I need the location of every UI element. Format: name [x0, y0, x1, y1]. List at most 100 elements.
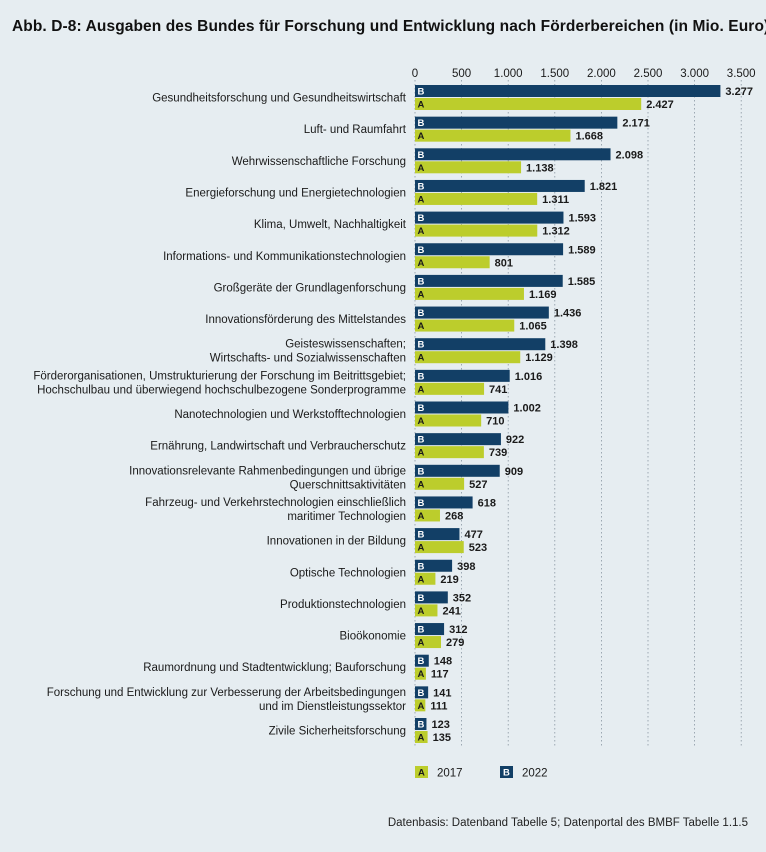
data-label: 1.312 — [542, 226, 570, 238]
category-label: maritimer Technologien — [287, 511, 406, 523]
series-badge: B — [418, 213, 425, 224]
category-label: Forschung und Entwicklung zur Verbesseru… — [47, 687, 406, 699]
x-tick-label: 1.500 — [540, 68, 569, 80]
data-label: 739 — [489, 447, 507, 459]
category-label: Zivile Sicherheitsforschung — [269, 726, 406, 738]
series-badge: B — [418, 530, 425, 541]
bar-2022 — [415, 623, 445, 636]
bar-2017 — [415, 351, 521, 364]
series-badge: B — [418, 720, 425, 731]
bar-2022 — [415, 243, 564, 256]
chart-title: Abb. D-8: Ausgaben des Bundes für Forsch… — [12, 18, 766, 35]
data-label: 1.311 — [542, 194, 569, 206]
series-badge: A — [418, 100, 425, 111]
bar-2017 — [415, 287, 524, 300]
data-label: 279 — [446, 637, 464, 649]
series-badge: A — [418, 638, 425, 649]
series-badge: B — [418, 403, 425, 414]
series-badge: B — [418, 181, 425, 192]
data-label: 523 — [469, 542, 487, 554]
series-badge: A — [418, 606, 425, 617]
series-badge: A — [418, 543, 425, 554]
x-tick-label: 2.000 — [587, 68, 616, 80]
series-badge: B — [418, 498, 425, 509]
series-badge: A — [418, 669, 425, 680]
data-label: 1.398 — [550, 339, 578, 351]
source-note: Datenbasis: Datenband Tabelle 5; Datenpo… — [387, 817, 748, 829]
data-label: 1.585 — [568, 276, 596, 288]
category-label: Geisteswissenschaften; — [285, 339, 406, 351]
data-label: 3.277 — [725, 86, 753, 98]
bar-2022 — [415, 116, 618, 129]
bar-2022 — [415, 496, 473, 509]
category-label: Produktionstechnologien — [280, 599, 406, 611]
legend-badge: A — [418, 768, 425, 779]
category-label: Wehrwissenschaftliche Forschung — [232, 156, 406, 168]
series-badge: A — [418, 258, 425, 269]
data-label: 141 — [433, 687, 451, 699]
series-badge: A — [418, 289, 425, 300]
data-label: 1.016 — [515, 371, 543, 383]
x-tick-label: 0 — [412, 68, 418, 80]
category-label: Hochschulbau und überwiegend hochschulbe… — [37, 384, 406, 396]
data-label: 241 — [442, 605, 460, 617]
series-badge: B — [418, 118, 425, 129]
series-badge: B — [418, 435, 425, 446]
series-badge: A — [418, 226, 425, 237]
data-label: 111 — [430, 700, 447, 712]
series-badge: A — [418, 321, 425, 332]
bar-2017 — [415, 161, 522, 174]
category-label: Fahrzeug- und Verkehrstechnologien einsc… — [145, 497, 406, 509]
bar-2017 — [415, 667, 426, 680]
category-label: Innovationsrelevante Rahmenbedingungen u… — [129, 465, 406, 477]
bar-2022 — [415, 464, 500, 477]
series-badge: A — [418, 479, 425, 490]
data-label: 1.593 — [568, 213, 596, 225]
x-tick-label: 3.500 — [727, 68, 756, 80]
data-label: 618 — [478, 497, 496, 509]
series-badge: B — [418, 656, 425, 667]
data-label: 477 — [464, 529, 482, 541]
category-label: Luft- und Raumfahrt — [304, 124, 407, 136]
bar-2022 — [415, 686, 429, 699]
series-badge: B — [418, 308, 425, 319]
series-badge: B — [418, 593, 425, 604]
data-label: 801 — [495, 257, 513, 269]
data-label: 710 — [486, 416, 504, 428]
data-label: 1.169 — [529, 289, 557, 301]
category-label: Ernährung, Landwirtschaft und Verbrauche… — [150, 441, 406, 453]
bar-2022 — [415, 401, 509, 414]
data-label: 1.138 — [526, 162, 554, 174]
bar-2022 — [415, 528, 460, 541]
legend-label: 2022 — [522, 768, 548, 780]
data-label: 352 — [453, 592, 471, 604]
series-badge: A — [418, 163, 425, 174]
category-label: Gesundheitsforschung und Gesundheitswirt… — [152, 93, 407, 105]
bar-2022 — [415, 338, 546, 351]
bar-2017 — [415, 699, 426, 712]
category-label: Klima, Umwelt, Nachhaltigkeit — [254, 219, 407, 231]
category-label: Informations- und Kommunikationstechnolo… — [163, 251, 406, 263]
data-label: 123 — [431, 719, 449, 731]
x-tick-label: 500 — [452, 68, 471, 80]
bar-2022 — [415, 591, 448, 604]
bar-2022 — [415, 654, 429, 667]
data-label: 148 — [434, 656, 452, 668]
data-label: 1.129 — [525, 352, 553, 364]
data-label: 2.098 — [616, 149, 644, 161]
bar-2017 — [415, 224, 538, 237]
data-label: 2.171 — [622, 118, 650, 130]
category-label: Innovationsförderung des Mittelstandes — [205, 314, 406, 326]
series-badge: A — [418, 511, 425, 522]
data-label: 398 — [457, 561, 475, 573]
bar-2022 — [415, 718, 427, 730]
bar-2017 — [415, 256, 490, 269]
series-badge: A — [418, 448, 425, 459]
bar-2022 — [415, 274, 563, 287]
category-label: Wirtschafts- und Sozialwissenschaften — [210, 353, 406, 365]
data-label: 909 — [505, 466, 523, 478]
series-badge: B — [418, 150, 425, 161]
x-tick-label: 1.000 — [494, 68, 523, 80]
bar-2017 — [415, 129, 571, 142]
